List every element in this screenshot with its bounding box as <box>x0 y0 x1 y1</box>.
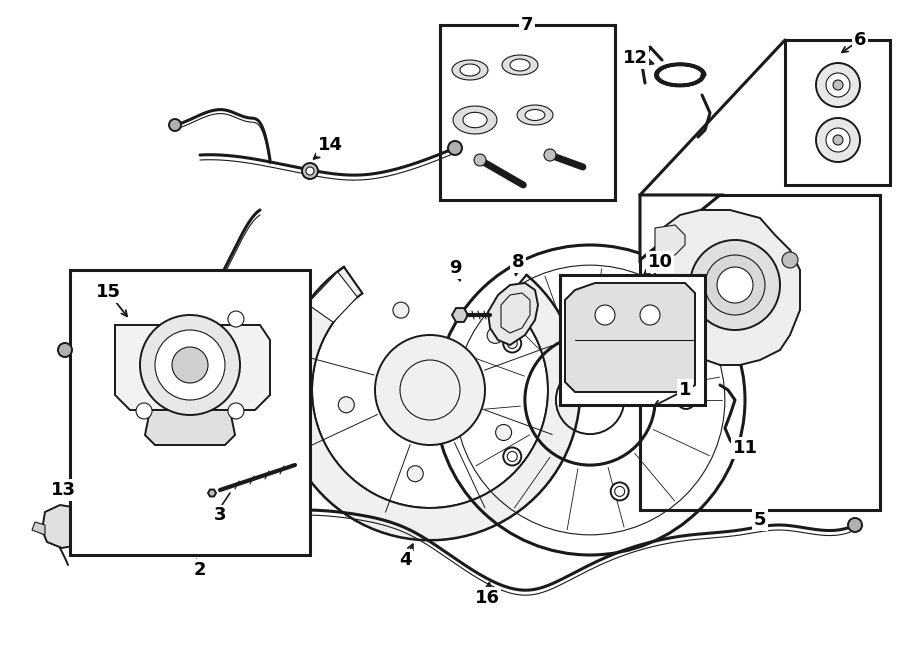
Circle shape <box>595 305 615 325</box>
Circle shape <box>58 343 72 357</box>
Circle shape <box>136 403 152 419</box>
Bar <box>560 275 705 405</box>
Circle shape <box>503 334 521 352</box>
Circle shape <box>611 300 629 318</box>
Polygon shape <box>502 55 538 75</box>
Text: 2: 2 <box>194 561 206 579</box>
Circle shape <box>487 328 503 344</box>
Circle shape <box>407 465 423 482</box>
Text: 16: 16 <box>474 589 500 607</box>
Text: 15: 15 <box>95 283 121 301</box>
Circle shape <box>228 311 244 327</box>
Polygon shape <box>42 505 83 548</box>
Bar <box>785 40 890 185</box>
Polygon shape <box>488 283 538 345</box>
Text: 10: 10 <box>647 253 672 271</box>
Polygon shape <box>32 522 45 535</box>
Circle shape <box>782 252 798 268</box>
Circle shape <box>848 518 862 532</box>
Circle shape <box>169 119 181 131</box>
Circle shape <box>400 360 460 420</box>
Text: 13: 13 <box>50 481 76 499</box>
Polygon shape <box>280 267 580 540</box>
Circle shape <box>393 302 409 318</box>
Polygon shape <box>517 105 553 125</box>
Circle shape <box>193 513 207 527</box>
Circle shape <box>833 80 843 90</box>
Circle shape <box>228 403 244 419</box>
Text: 14: 14 <box>318 136 343 154</box>
Circle shape <box>375 335 485 445</box>
Polygon shape <box>452 308 468 322</box>
Text: 12: 12 <box>623 49 647 67</box>
Polygon shape <box>115 325 270 410</box>
Circle shape <box>338 397 355 413</box>
Circle shape <box>705 255 765 315</box>
Polygon shape <box>463 113 487 128</box>
Polygon shape <box>525 109 544 120</box>
Circle shape <box>677 391 695 409</box>
Circle shape <box>496 424 511 440</box>
Circle shape <box>615 487 625 496</box>
Circle shape <box>816 63 860 107</box>
Text: 6: 6 <box>854 31 866 49</box>
Text: 11: 11 <box>733 439 758 457</box>
Polygon shape <box>655 225 685 255</box>
Bar <box>440 25 615 200</box>
Text: 8: 8 <box>512 253 525 271</box>
Bar <box>640 195 880 510</box>
Circle shape <box>172 347 208 383</box>
Polygon shape <box>145 410 235 445</box>
Text: 5: 5 <box>754 511 766 529</box>
Polygon shape <box>307 272 357 322</box>
Circle shape <box>816 118 860 162</box>
Text: 1: 1 <box>679 381 691 399</box>
Polygon shape <box>565 283 695 392</box>
Bar <box>70 270 310 555</box>
Circle shape <box>717 267 753 303</box>
Text: 9: 9 <box>449 259 461 277</box>
Circle shape <box>826 73 850 97</box>
Polygon shape <box>452 60 488 80</box>
Text: 4: 4 <box>399 551 411 569</box>
Circle shape <box>544 149 556 161</box>
Circle shape <box>615 304 625 314</box>
Circle shape <box>448 141 462 155</box>
Circle shape <box>302 163 318 179</box>
Polygon shape <box>640 195 720 260</box>
Circle shape <box>155 330 225 400</box>
Circle shape <box>503 448 521 465</box>
Text: 7: 7 <box>521 16 533 34</box>
Circle shape <box>690 240 780 330</box>
Circle shape <box>140 315 240 415</box>
Polygon shape <box>453 106 497 134</box>
Polygon shape <box>460 64 480 76</box>
Circle shape <box>508 451 518 461</box>
Circle shape <box>826 128 850 152</box>
Circle shape <box>306 167 314 175</box>
Circle shape <box>611 483 629 500</box>
Circle shape <box>508 338 518 348</box>
Polygon shape <box>510 59 530 71</box>
Polygon shape <box>655 210 800 365</box>
Text: 3: 3 <box>214 506 226 524</box>
Polygon shape <box>208 489 216 496</box>
Circle shape <box>681 395 691 405</box>
Circle shape <box>640 305 660 325</box>
Circle shape <box>833 135 843 145</box>
Circle shape <box>474 154 486 166</box>
Polygon shape <box>655 330 685 360</box>
